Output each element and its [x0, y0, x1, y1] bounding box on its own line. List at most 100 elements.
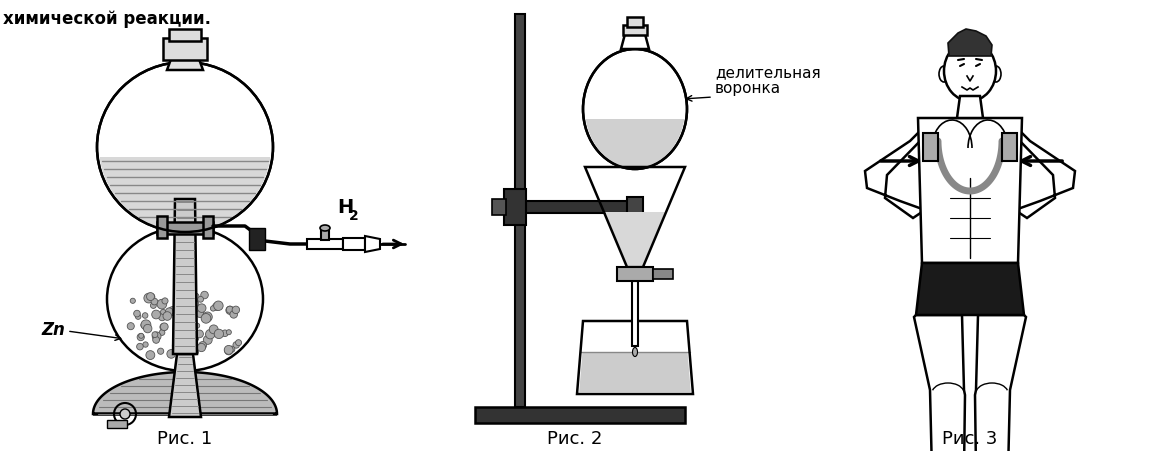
Text: Рис. 3: Рис. 3 [942, 429, 997, 447]
Circle shape [178, 298, 186, 306]
Bar [169, 30, 201, 42]
Circle shape [165, 308, 174, 316]
Circle shape [199, 342, 206, 350]
Circle shape [201, 314, 211, 323]
Circle shape [206, 330, 215, 339]
Circle shape [233, 306, 239, 314]
Circle shape [201, 292, 208, 299]
Bar [1002, 133, 1017, 161]
Text: химической реакции.: химической реакции. [3, 10, 211, 28]
Circle shape [142, 313, 148, 318]
Circle shape [191, 293, 199, 301]
Circle shape [157, 348, 164, 354]
Circle shape [134, 311, 140, 317]
Circle shape [198, 297, 204, 303]
Circle shape [198, 304, 206, 313]
Text: 2: 2 [349, 208, 359, 222]
Polygon shape [948, 30, 992, 57]
Circle shape [227, 330, 231, 335]
Text: Zn: Zn [42, 320, 65, 338]
Polygon shape [100, 158, 271, 227]
Circle shape [185, 307, 191, 312]
Polygon shape [865, 133, 924, 219]
Bar [515, 15, 525, 407]
Bar [342, 239, 364, 250]
Circle shape [147, 293, 155, 301]
Circle shape [135, 314, 141, 320]
Circle shape [152, 332, 157, 338]
Circle shape [141, 323, 146, 328]
Polygon shape [914, 315, 965, 451]
Circle shape [153, 337, 160, 344]
Circle shape [163, 312, 171, 321]
Circle shape [157, 299, 167, 309]
Circle shape [138, 334, 145, 341]
Bar [653, 269, 673, 279]
Bar [307, 239, 342, 249]
Circle shape [224, 347, 233, 355]
Polygon shape [167, 60, 202, 71]
Circle shape [139, 334, 143, 339]
Circle shape [214, 330, 223, 339]
Bar [504, 189, 526, 226]
Circle shape [137, 344, 143, 350]
Bar [157, 222, 213, 235]
Circle shape [143, 325, 152, 333]
Ellipse shape [106, 227, 263, 371]
Bar [627, 198, 643, 217]
Circle shape [160, 330, 165, 336]
Polygon shape [605, 212, 665, 265]
Circle shape [196, 330, 204, 338]
Bar [492, 199, 506, 216]
Polygon shape [580, 352, 691, 392]
Circle shape [146, 351, 155, 360]
Circle shape [159, 314, 165, 321]
Ellipse shape [633, 348, 638, 357]
Circle shape [213, 303, 220, 311]
Bar [923, 133, 938, 161]
Circle shape [161, 323, 168, 331]
Circle shape [150, 303, 156, 309]
Circle shape [131, 299, 135, 304]
Ellipse shape [583, 50, 687, 170]
Polygon shape [169, 354, 201, 417]
Polygon shape [174, 199, 197, 354]
Text: воронка: воронка [715, 81, 781, 96]
Polygon shape [916, 263, 1024, 315]
Circle shape [236, 340, 242, 346]
Circle shape [204, 336, 212, 345]
Polygon shape [585, 120, 684, 166]
Bar [476, 407, 685, 423]
Circle shape [197, 310, 204, 318]
Circle shape [160, 324, 167, 331]
Circle shape [193, 336, 199, 341]
Circle shape [141, 320, 150, 330]
Circle shape [230, 311, 237, 318]
Circle shape [185, 341, 194, 350]
Circle shape [161, 310, 165, 315]
Ellipse shape [944, 42, 996, 102]
Circle shape [209, 325, 219, 334]
Polygon shape [918, 119, 1022, 263]
Circle shape [172, 341, 182, 350]
Text: Рис. 2: Рис. 2 [547, 429, 603, 447]
Circle shape [229, 346, 235, 353]
Ellipse shape [97, 63, 273, 232]
Text: H: H [337, 198, 353, 216]
Bar [622, 26, 647, 36]
Circle shape [227, 307, 234, 313]
Bar [617, 267, 653, 281]
Polygon shape [621, 35, 649, 50]
Bar [515, 202, 640, 213]
Polygon shape [364, 236, 379, 253]
Bar [163, 39, 207, 61]
Circle shape [148, 294, 155, 300]
Bar [632, 281, 638, 346]
Circle shape [222, 330, 228, 337]
Ellipse shape [939, 67, 949, 83]
Circle shape [193, 301, 199, 307]
Circle shape [142, 342, 148, 347]
Bar [627, 18, 643, 28]
Circle shape [153, 332, 161, 341]
Bar [320, 229, 329, 240]
